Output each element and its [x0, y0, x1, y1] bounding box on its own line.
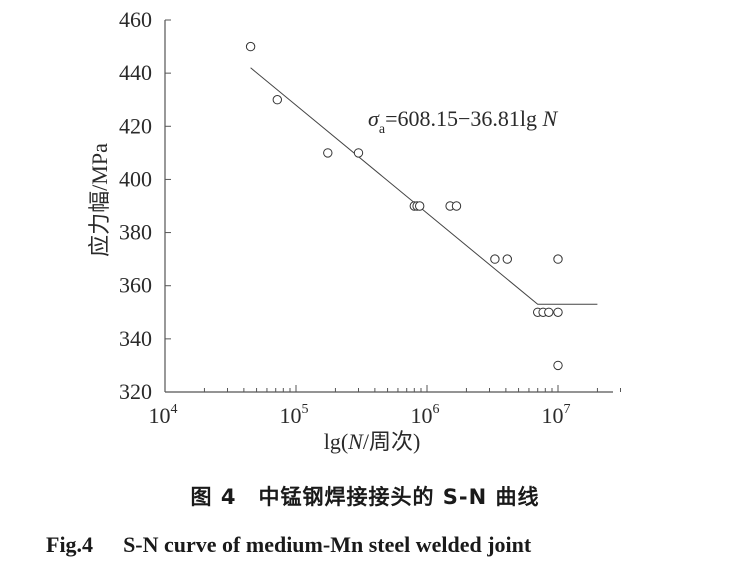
- fit-line-path: [250, 67, 598, 305]
- data-point: [553, 307, 563, 317]
- x-tick-label: 107: [542, 402, 571, 428]
- x-tick-label: 105: [280, 402, 309, 428]
- data-point: [245, 41, 256, 52]
- data-point: [272, 95, 282, 105]
- data-point: [451, 201, 462, 211]
- y-tick-label: 380: [119, 220, 152, 245]
- x-tick-label: 104: [149, 402, 178, 428]
- caption-chinese: 图 4 中锰钢焊接接头的 S-N 曲线: [190, 485, 540, 509]
- data-point: [415, 201, 425, 211]
- y-tick-label: 360: [119, 273, 152, 298]
- data-point: [353, 148, 364, 158]
- data-point: [502, 254, 512, 264]
- axes: [164, 20, 613, 393]
- data-point: [553, 360, 563, 371]
- x-tick-label: 106: [411, 402, 440, 428]
- y-tick-label: 340: [119, 326, 152, 351]
- x-ticks: 104 105 106 107: [149, 385, 622, 428]
- data-point: [323, 148, 333, 158]
- data-point: [553, 254, 563, 264]
- figure-number: Fig.4: [46, 532, 94, 557]
- caption-english: Fig.4 S-N curve of medium-Mn steel welded…: [46, 532, 531, 558]
- sn-chart: 320 340 360 380 400 420 440 460 104 105 106 107 应力…: [87, 7, 622, 454]
- y-tick-label: 460: [119, 7, 152, 32]
- data-point: [490, 254, 500, 264]
- y-tick-label: 400: [119, 166, 152, 191]
- x-axis-label: lg(N/周次): [324, 429, 421, 454]
- data-points: [245, 41, 563, 371]
- fit-equation: σa=608.15−36.81lg N: [368, 106, 559, 137]
- caption-english-text: S-N curve of medium-Mn steel welded join…: [123, 532, 532, 557]
- y-tick-label: 440: [119, 60, 152, 85]
- data-point: [544, 307, 554, 317]
- fit-line: [250, 67, 598, 305]
- y-tick-label: 320: [119, 379, 152, 404]
- y-ticks: 320 340 360 380 400 420 440 460: [119, 7, 171, 404]
- y-axis-label: 应力幅/MPa: [87, 143, 112, 257]
- y-tick-label: 420: [119, 113, 152, 138]
